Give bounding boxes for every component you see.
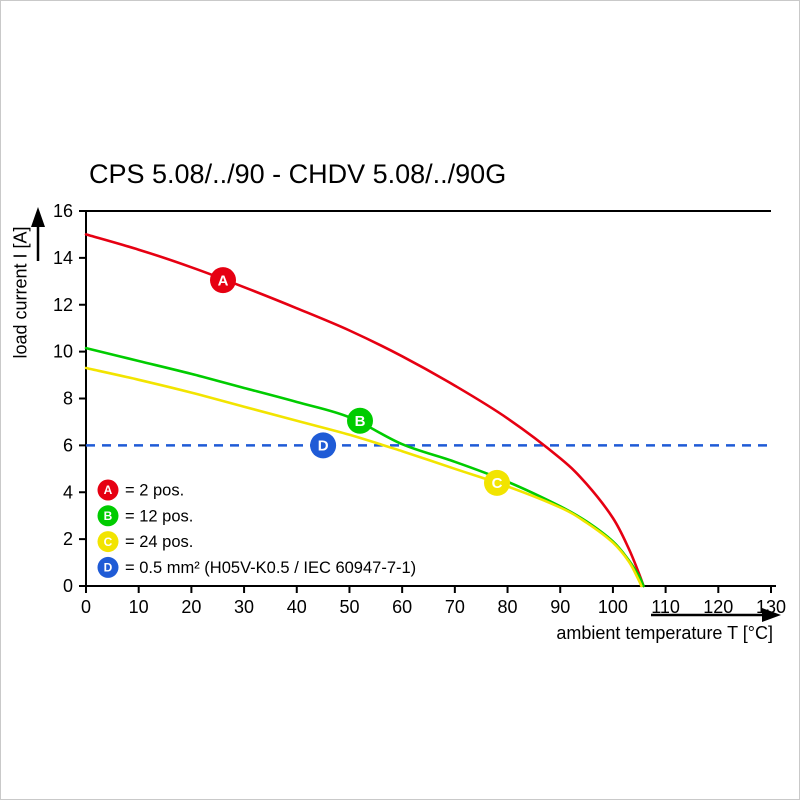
marker-D [310, 432, 337, 459]
y-tick-label: 8 [63, 389, 73, 409]
y-tick-label: 16 [53, 201, 73, 221]
y-tick-label: 6 [63, 435, 73, 455]
legend-marker-D-letter: D [104, 561, 113, 575]
x-tick-label: 30 [234, 597, 254, 617]
marker-D-letter: D [318, 438, 329, 455]
legend-label-C: = 24 pos. [125, 533, 193, 551]
series-A-curve [84, 233, 645, 588]
legend-marker-A-letter: A [104, 483, 113, 497]
legend-marker-B-letter: B [104, 509, 113, 523]
x-tick-label: 110 [651, 597, 680, 617]
marker-A-letter: A [218, 272, 229, 289]
y-tick-label: 2 [63, 529, 73, 549]
legend-marker-A [97, 479, 119, 501]
x-tick-label: 60 [392, 597, 412, 617]
x-axis-arrow-icon [762, 608, 781, 622]
x-tick-label: 50 [339, 597, 359, 617]
legend-marker-C-letter: C [104, 535, 113, 549]
x-tick-label: 120 [703, 597, 733, 617]
y-axis-arrow-icon [31, 207, 45, 227]
chart-title: CPS 5.08/../90 - CHDV 5.08/../90G [89, 159, 507, 189]
x-tick-label: 100 [598, 597, 628, 617]
y-tick-label: 4 [63, 482, 73, 502]
legend-marker-D [97, 556, 119, 578]
series-C-curve [84, 366, 643, 588]
y-tick-label: 14 [53, 248, 73, 268]
marker-B [347, 407, 373, 434]
x-tick-label: 90 [550, 597, 570, 617]
legend-label-B: = 12 pos. [125, 507, 193, 525]
marker-B-letter: B [355, 413, 366, 430]
x-tick-label: 70 [445, 597, 465, 617]
y-tick-label: 12 [53, 295, 73, 315]
legend-label-D: = 0.5 mm² (H05V-K0.5 / IEC 60947-7-1) [125, 559, 416, 577]
marker-C [484, 469, 510, 496]
legend-label-A: = 2 pos. [125, 482, 184, 500]
y-tick-label: 0 [63, 576, 73, 596]
x-tick-label: 0 [81, 597, 91, 617]
x-axis-label: ambient temperature T [°C] [556, 623, 773, 643]
x-tick-label: 20 [181, 597, 201, 617]
y-tick-label: 10 [53, 342, 73, 362]
x-tick-label: 10 [129, 597, 149, 617]
x-tick-label: 80 [498, 597, 518, 617]
marker-A [210, 267, 236, 294]
marker-C-letter: C [492, 475, 503, 492]
x-tick-label: 40 [287, 597, 307, 617]
legend-marker-C [97, 531, 119, 553]
legend-marker-B [97, 505, 119, 527]
